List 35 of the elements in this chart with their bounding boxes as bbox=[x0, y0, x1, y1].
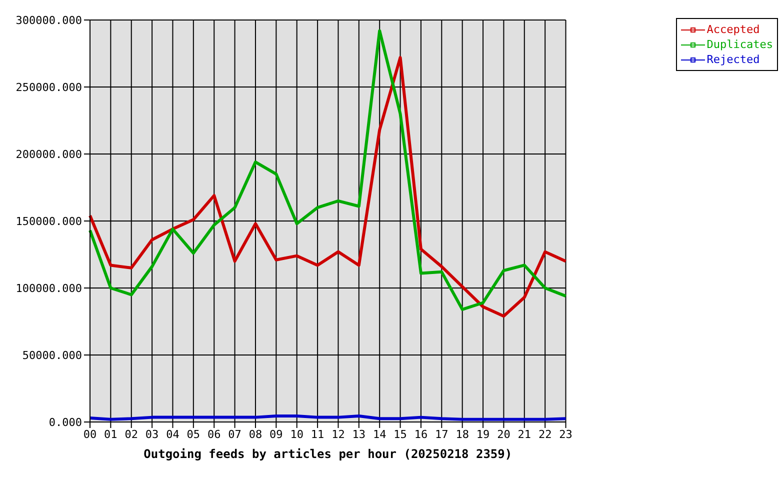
x-tick-label: 16 bbox=[414, 428, 428, 441]
legend-label: Duplicates bbox=[706, 37, 773, 52]
x-tick-label: 03 bbox=[145, 428, 159, 441]
x-tick-label: 13 bbox=[352, 428, 366, 441]
y-tick-label: 100000.000 bbox=[16, 282, 82, 295]
x-tick-label: 21 bbox=[518, 428, 532, 441]
x-tick-label: 01 bbox=[104, 428, 118, 441]
x-tick-label: 12 bbox=[332, 428, 345, 441]
legend-label: Accepted bbox=[706, 22, 760, 37]
x-tick-label: 11 bbox=[310, 428, 324, 441]
x-tick-label: 10 bbox=[290, 428, 304, 441]
legend-label: Rejected bbox=[706, 52, 760, 67]
y-tick-label: 50000.000 bbox=[22, 348, 82, 362]
x-tick-label: 15 bbox=[394, 428, 407, 441]
x-tick-label: 00 bbox=[83, 428, 97, 441]
x-tick-label: 07 bbox=[228, 428, 242, 441]
y-tick-label: 250000.000 bbox=[16, 80, 82, 94]
x-tick-label: 04 bbox=[166, 428, 180, 441]
x-tick-label: 08 bbox=[248, 428, 262, 441]
y-tick-label: 300000.000 bbox=[16, 14, 82, 27]
x-tick-label: 06 bbox=[207, 428, 221, 441]
x-tick-label: 19 bbox=[476, 428, 490, 441]
y-tick-label: 150000.000 bbox=[16, 214, 82, 228]
x-tick-label: 23 bbox=[559, 428, 572, 441]
x-tick-label: 02 bbox=[124, 428, 138, 441]
y-tick-label: 0.000 bbox=[48, 416, 82, 429]
x-tick-label: 05 bbox=[186, 428, 200, 441]
y-tick-label: 200000.000 bbox=[16, 148, 82, 161]
x-tick-label: 09 bbox=[270, 428, 283, 441]
x-tick-label: 17 bbox=[435, 428, 448, 441]
x-tick-label: 22 bbox=[538, 428, 552, 441]
x-tick-label: 20 bbox=[497, 428, 510, 441]
x-tick-label: 18 bbox=[456, 428, 469, 441]
x-tick-label: 14 bbox=[372, 428, 387, 441]
x-axis-title: Outgoing feeds by articles per hour (20250218 2359) bbox=[144, 447, 512, 461]
